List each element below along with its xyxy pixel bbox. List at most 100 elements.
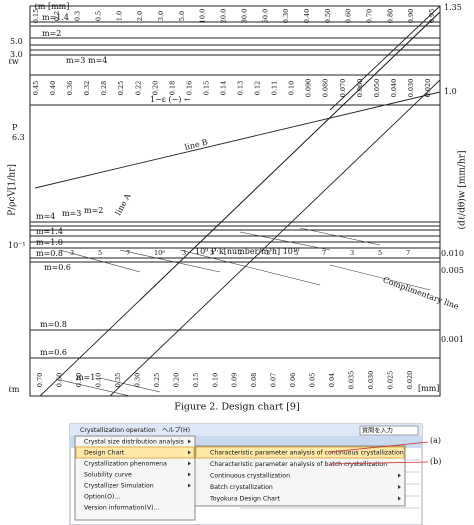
submenu-item[interactable]: Characteristic parameter analysis of bat… (210, 461, 387, 468)
label: m=1.4 (42, 13, 69, 22)
tick-label: 0.50 (75, 373, 83, 387)
tick-label: 0.050 (373, 79, 381, 98)
tick-label: 0.40 (49, 81, 57, 95)
tick-label: 0.09 (231, 373, 239, 387)
submenu-item[interactable]: Batch crystallization (210, 484, 273, 491)
tick-label: 0.15 (192, 373, 200, 387)
label: m=4 (36, 212, 55, 221)
tick-label: 0.20 (172, 373, 180, 387)
caption: Figure 2. Design chart [9] (174, 402, 299, 413)
tick-label: 0.70 (36, 373, 44, 387)
tick-label: 0.80 (386, 9, 394, 23)
label: 5.0 (10, 37, 23, 46)
tick-label: 0.32 (83, 81, 91, 95)
menu-item[interactable]: Version information(V)... (84, 505, 159, 512)
tick-label: 10.0 (199, 9, 207, 23)
tick-label: 0.060 (356, 79, 364, 98)
tick-label: 0.13 (237, 81, 245, 95)
menu-title[interactable]: Crystallization operation (80, 427, 156, 434)
tick-label: 0.020 (424, 79, 432, 98)
menu-item[interactable]: Option(O)... (84, 494, 120, 501)
tick-label: 0.07 (270, 373, 278, 387)
label: ℓm [mm] (34, 2, 69, 11)
tick-label: 3 (266, 249, 270, 257)
tick-label: 0.25 (117, 81, 125, 95)
label: [mm] (418, 384, 439, 393)
label: m=0.8 (36, 249, 63, 258)
tick-label: 0.12 (254, 81, 262, 95)
submenu-arrow (188, 472, 191, 477)
tick-label: 0.50 (324, 9, 332, 23)
label: ℓw (8, 57, 19, 66)
label: 0.005 (441, 266, 464, 275)
label: 0.010 (441, 249, 464, 258)
tick-label: 5 (294, 249, 298, 257)
submenu-item[interactable]: Characteristic parameter analysis of con… (210, 450, 404, 457)
tick-label: 0.11 (271, 81, 279, 95)
tick-label: 0.60 (345, 9, 353, 23)
tick-label: 0.28 (100, 81, 108, 95)
label: 10⁻¹ (8, 241, 26, 250)
menu-item[interactable]: Design Chart (84, 450, 125, 457)
tick-label: 5 (378, 249, 382, 257)
tick-label: 0.25 (153, 373, 161, 387)
label: m=1 (76, 373, 95, 382)
menu-item[interactable]: Solubility curve (84, 472, 132, 479)
tick-label: 0.030 (367, 371, 375, 390)
tick-label: 7 (238, 249, 242, 257)
label: m=2 (84, 206, 103, 215)
submenu-arrow (188, 461, 191, 466)
label: line A (114, 192, 133, 217)
annotation: (b) (430, 457, 441, 466)
tick-label: 0.15 (202, 81, 210, 95)
tick-label: 0.30 (282, 9, 290, 23)
label: m=0.6 (40, 348, 67, 357)
tick-label: 5 (98, 249, 102, 257)
submenu-item[interactable]: Continuous crystallization (210, 473, 290, 480)
menu-item[interactable]: Crystallization phenomena (84, 461, 167, 468)
tick-label: 0.22 (134, 81, 142, 95)
tick-label: 50.0 (261, 9, 269, 23)
tick-label: 0.5 (95, 11, 103, 21)
tick-label: 0.30 (133, 373, 141, 387)
label: 0.001 (441, 335, 464, 344)
tick-label: 0.40 (94, 373, 102, 387)
label: 6.3 (12, 133, 25, 142)
tick-label: 0.020 (406, 371, 414, 390)
tick-label: 0.10 (211, 373, 219, 387)
tick-label: 0.20 (151, 81, 159, 95)
search-box[interactable]: 質問を入力 (362, 427, 393, 435)
tick-label: 0.025 (387, 371, 395, 390)
tick-label: 7 (126, 249, 130, 257)
tick-label: 0.40 (303, 9, 311, 23)
label: 1.0 (444, 87, 457, 96)
label: 3.0 (10, 50, 23, 59)
axis-label: P/ρcV[1/hr] (8, 164, 18, 216)
tick-label: 2.0 (136, 11, 144, 21)
submenu-item[interactable]: Toyokura Design Chart (209, 496, 280, 503)
tick-label: 0.35 (114, 373, 122, 387)
tick-label: 0.030 (407, 79, 415, 98)
submenu-arrow (188, 439, 191, 444)
label: m=2 (42, 29, 61, 38)
tick-label: 7 (406, 249, 410, 257)
tick-label: 0.60 (55, 373, 63, 387)
label: 1−ε (−) ← (150, 95, 191, 104)
tick-label: 0.90 (407, 9, 415, 23)
label: P (12, 123, 18, 132)
tick-label: 3.0 (157, 11, 165, 21)
label: m=4 (88, 56, 107, 65)
tick-label: 1.0 (115, 11, 123, 21)
tick-label: 0.2 (53, 11, 61, 21)
menu-item[interactable]: Crystal size distribution analysis (84, 439, 184, 446)
label: ℓm (8, 385, 20, 394)
chart-labels: ℓm [mm] ℓw m=1.4 m=2 m=3 m=4 5.0 3.0 1−ε… (8, 2, 468, 413)
tick-label: 0.18 (168, 81, 176, 95)
axis-label: (dℓ/dθ)w [mm/hr] (457, 150, 468, 229)
tick-label: 0.16 (185, 81, 193, 95)
menu-title[interactable]: ヘルプ(H) (162, 427, 190, 434)
menu-item[interactable]: Crystallizer Simulation (84, 483, 154, 490)
tick-label: 0.08 (250, 373, 258, 387)
